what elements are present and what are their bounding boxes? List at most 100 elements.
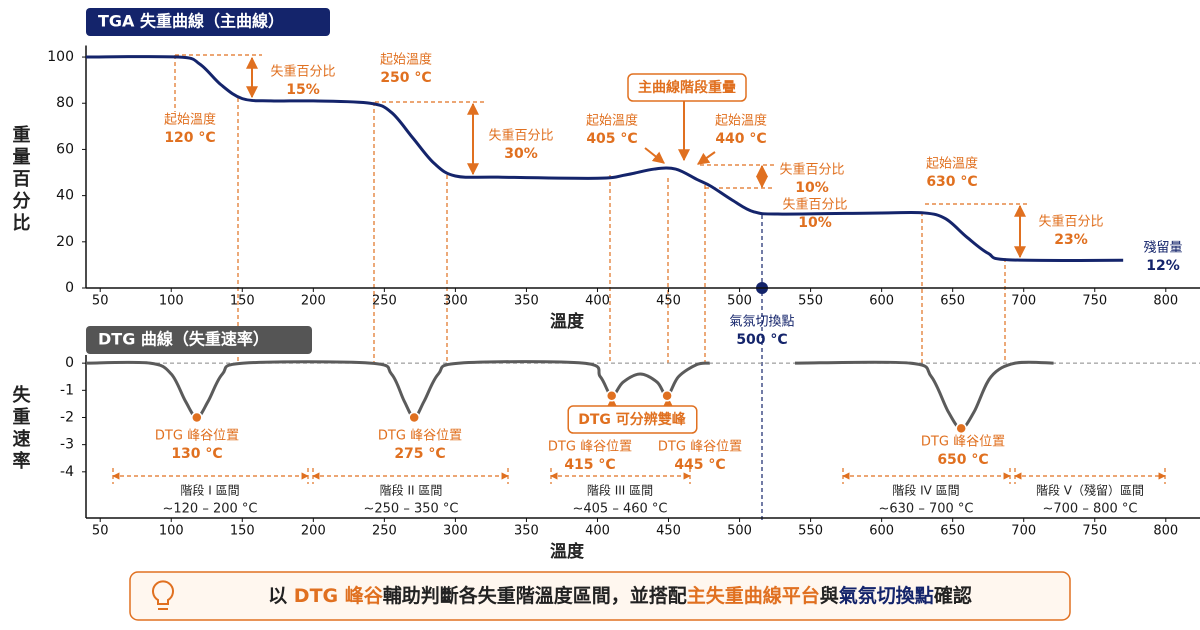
footer-segment: 與 [820,584,839,607]
annotation-text: ~250 – 350 °C [364,502,459,517]
y-tick-label: -4 [60,464,74,480]
annotation-text: 10% [798,215,832,231]
x-axis-label: 溫度 [550,311,585,332]
y-tick-label: 100 [47,49,74,65]
x-tick-label: 400 [585,524,610,539]
x-tick-label: 750 [1082,524,1107,539]
annotation: 失重百分比 15% [270,64,335,99]
annotation-text: 15% [286,82,320,98]
annotation-text: 階段 II 區間 [380,483,443,498]
x-tick-label: 350 [514,524,539,539]
annotation: 失重百分比 30% [488,128,553,163]
y-tick-label: 0 [65,355,74,371]
y-tick-label: -2 [60,409,74,425]
arrow [697,151,716,165]
footer-segment: 輔助判斷各失重階溫度區間，並搭配 [383,584,687,607]
annotation-text: 起始溫度 [164,112,216,128]
annotation: 起始溫度 630 °C [926,156,978,191]
badge [86,326,312,354]
annotation: 階段 IV 區間 ~630 – 700 °C [879,483,974,517]
annotation-text: 失重百分比 [782,197,847,213]
footer-segment: 確認 [934,584,972,607]
annotation: 起始溫度 120 °C [164,112,216,147]
y-tick-label: -1 [60,382,74,398]
x-tick-label: 300 [443,524,468,539]
tga-title: TGA 失重曲線（主曲線） [98,12,284,31]
annotation-text: ~120 – 200 °C [163,502,258,517]
footer-segment: 氣氛切換點 [839,584,934,607]
annotation-text: 殘留量 [1143,240,1182,256]
x-tick-label: 250 [372,524,397,539]
annotation-text: 階段 I 區間 [180,483,239,498]
callout-box [627,73,747,102]
annotation-text: DTG 峰谷位置 [155,429,239,444]
annotation: 階段 II 區間 ~250 – 350 °C [364,483,459,517]
x-tick-label: 300 [443,294,468,309]
x-tick-label: 100 [159,294,184,309]
callout-box [567,405,698,434]
x-tick-label: 200 [301,294,326,309]
x-tick-label: 150 [230,524,255,539]
x-axis-label: 溫度 [550,541,585,562]
annotation-text: 12% [1146,258,1180,274]
annotation-text: 405 °C [586,131,637,147]
annotation: 階段 I 區間 ~120 – 200 °C [163,483,258,517]
footer-text: 以 DTG 峰谷輔助判斷各失重階溫度區間，並搭配主失重曲線平台與氣氛切換點確認 [268,584,972,607]
annotation-text: DTG 峰谷位置 [658,440,742,455]
annotation-text: 23% [1054,232,1088,248]
annotation-text: 階段 IV 區間 [892,483,959,498]
annotation-text: 500 °C [736,332,787,348]
dtg-title: DTG 曲線（失重速率） [98,330,269,349]
annotation: 失重百分比 10% [782,197,847,232]
x-tick-label: 600 [869,294,894,309]
footer-segment: 主失重曲線平台 [687,584,820,607]
x-tick-label: 500 [727,524,752,539]
bulb-icon [152,580,174,610]
y-axis-label: 重量百分比 [10,124,31,235]
x-tick-label: 650 [940,524,965,539]
trough-marker [408,411,420,424]
y-tick-label: 20 [56,234,74,250]
x-tick-label: 800 [1153,524,1178,539]
annotation-text: 445 °C [674,457,725,473]
annotation-text: 階段 V（殘留）區間 [1036,483,1144,498]
annotation: 失重百分比 23% [1038,214,1103,249]
arrow [644,147,665,164]
x-tick-label: 200 [301,524,326,539]
annotation-text: 起始溫度 [715,113,767,129]
annotation-text: 失重百分比 [779,162,844,178]
annotation-text: 10% [795,180,829,196]
annotation-text: 250 °C [380,70,431,86]
annotation: DTG 峰谷位置 130 °C [155,429,239,463]
annotation-text: DTG 峰谷位置 [921,435,1005,450]
annotation-text: 440 °C [715,131,766,147]
x-tick-label: 450 [656,294,681,309]
data-line [85,55,1124,262]
trough-marker [605,390,618,402]
x-tick-label: 100 [159,524,184,539]
annotation-text: 階段 III 區間 [587,483,653,498]
x-tick-label: 500 [727,294,752,309]
annotation-text: 120 °C [164,130,215,146]
annotation: 氣氛切換點 500 °C [729,315,794,349]
annotation-text: 30% [504,146,538,162]
annotation-text: ~405 – 460 °C [573,502,668,517]
y-tick-label: 0 [65,280,74,296]
x-tick-label: 650 [940,294,965,309]
y-tick-label: 80 [56,95,74,111]
x-tick-label: 600 [869,524,894,539]
annotation-text: ~630 – 700 °C [879,502,974,517]
annotation-text: DTG 峰谷位置 [378,429,462,444]
x-tick-label: 550 [798,524,823,539]
annotation-text: 失重百分比 [488,128,553,144]
x-tick-label: 350 [514,294,539,309]
footer-segment: DTG 峰谷 [294,584,384,607]
trough-marker [955,422,967,435]
annotation: DTG 峰谷位置 650 °C [921,435,1005,469]
footer-box [129,571,1071,621]
annotation: DTG 峰谷位置 275 °C [378,429,462,463]
decorations [174,54,1030,520]
x-tick-label: 750 [1082,294,1107,309]
annotation-text: 415 °C [564,457,615,473]
annotation: 殘留量 12% [1143,240,1182,275]
